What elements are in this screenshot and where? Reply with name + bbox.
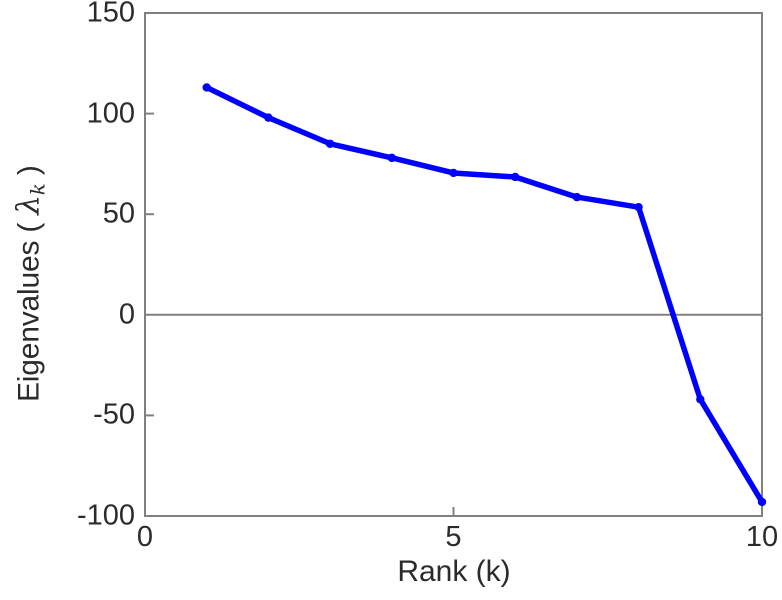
x-tick-label: 5 — [445, 521, 462, 553]
y-tick-label: 150 — [86, 0, 135, 29]
y-tick-label: -50 — [93, 398, 135, 431]
data-point-marker — [449, 168, 458, 178]
data-series-group — [202, 83, 767, 507]
y-tick-label: 50 — [102, 197, 135, 230]
y-axis-tick-labels: -100 -50 0 50 100 150 — [0, 0, 135, 600]
plot-box — [144, 12, 763, 517]
x-axis-label: Rank (k) — [397, 555, 511, 588]
data-point-marker — [202, 83, 211, 92]
x-tick-label: 10 — [745, 521, 779, 553]
data-point-marker — [757, 497, 767, 507]
axes-box — [144, 12, 763, 517]
data-point-marker — [264, 113, 273, 122]
axis-tick-marks — [145, 112, 455, 516]
series-line — [203, 84, 765, 505]
data-point-marker — [387, 153, 396, 163]
data-point-marker — [696, 395, 705, 404]
data-point-marker — [634, 202, 643, 212]
data-point-marker — [511, 172, 520, 182]
y-tick-label: 0 — [118, 298, 135, 331]
x-tick-label: 0 — [136, 521, 154, 553]
data-point-marker — [325, 139, 335, 148]
y-tick-label: -100 — [76, 499, 135, 532]
data-point-marker — [572, 192, 582, 202]
y-tick-label: 100 — [86, 97, 135, 130]
